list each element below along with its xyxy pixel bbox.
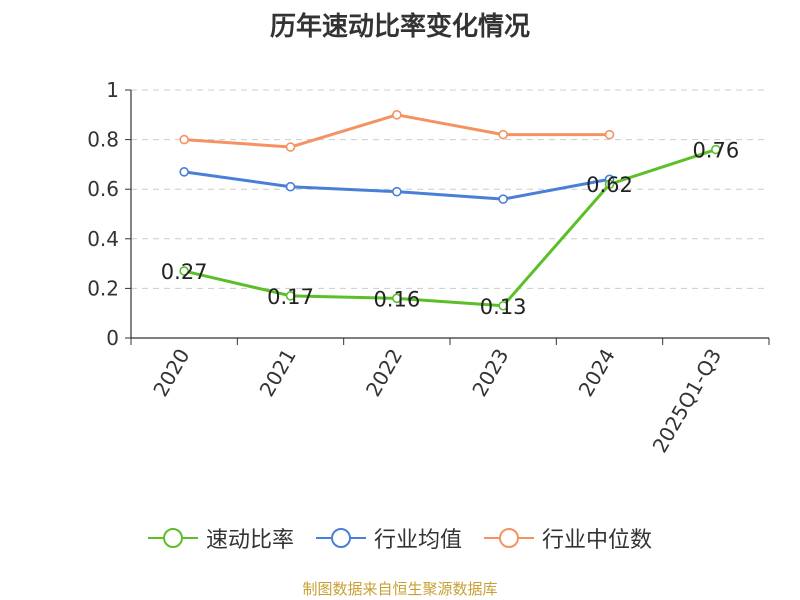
data-label: 0.13 [480, 295, 527, 319]
data-point [179, 266, 189, 276]
x-tick-label: 2020 [148, 345, 194, 401]
data-label: 0.62 [586, 173, 633, 197]
x-tick-label: 2023 [467, 344, 513, 400]
data-point [711, 144, 721, 155]
legend-item[interactable]: 行业中位数 [484, 522, 652, 554]
data-point [392, 293, 402, 304]
data-label: 0.76 [692, 139, 739, 163]
data-point [392, 110, 402, 120]
series-line [183, 148, 717, 308]
data-point [285, 291, 296, 301]
x-tick-label: 2022 [361, 345, 407, 401]
data-point [498, 129, 508, 140]
data-point [179, 134, 189, 145]
x-tick-label: 2024 [574, 345, 620, 401]
legend-item[interactable]: 行业均值 [315, 522, 462, 554]
legend-swatch [315, 528, 366, 548]
x-tick-label: 2025Q1-Q3 [647, 345, 726, 457]
x-tick-label: 2021 [255, 345, 301, 401]
data-point [604, 129, 615, 140]
data-label: 0.27 [161, 260, 208, 284]
y-tick-label: 0.4 [87, 227, 119, 251]
y-tick-label: 1 [106, 78, 119, 102]
legend-marker [162, 528, 183, 548]
series-line [184, 113, 610, 149]
data-label: 0.16 [373, 287, 420, 311]
y-tick-label: 0.2 [87, 276, 119, 300]
legend-marker [499, 528, 519, 548]
legend-item[interactable]: 速动比率 [147, 522, 294, 554]
legend: 速动比率 行业均值 行业中位数 [0, 520, 800, 556]
legend-swatch [484, 528, 534, 548]
data-point [285, 142, 296, 152]
data-point [179, 167, 189, 177]
source-note: 制图数据来自恒生聚源数据库 [302, 580, 498, 598]
data-point [498, 194, 508, 204]
data-label: 0.17 [267, 285, 314, 309]
legend-label: 速动比率 [205, 528, 294, 553]
legend-swatch [147, 528, 198, 548]
legend-label: 行业均值 [373, 528, 462, 553]
data-point [498, 300, 508, 311]
legend-label: 行业中位数 [542, 528, 653, 553]
chart-title: 历年速动比率变化情况 [269, 12, 530, 42]
legend-marker [330, 528, 351, 548]
y-tick-label: 0.6 [87, 177, 119, 201]
data-point [604, 179, 615, 190]
y-tick-label: 0 [106, 326, 119, 350]
data-point [392, 186, 402, 197]
data-point [285, 181, 296, 192]
y-tick-label: 0.8 [87, 128, 119, 152]
